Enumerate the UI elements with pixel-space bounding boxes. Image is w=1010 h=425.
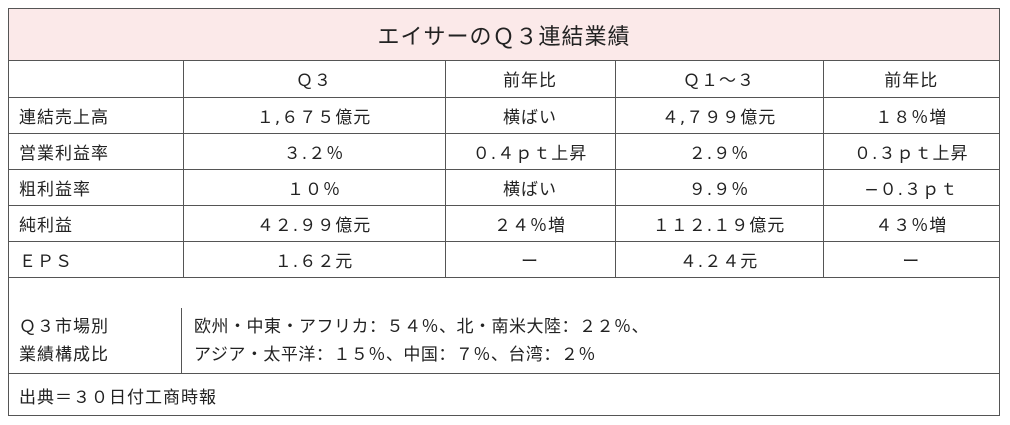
table-row: 純利益 ４２.９９億元 ２４％増 １１２.１９億元 ４３％増 — [9, 205, 999, 242]
table-row: 営業利益率 ３.２％ ０.４ｐｔ上昇 ２.９％ ０.３ｐｔ上昇 — [9, 133, 999, 170]
cell-q3-yoy: 横ばい — [444, 97, 616, 134]
cell-q1-3: １１２.１９億元 — [614, 205, 824, 242]
breakdown-line2: アジア・太平洋：１５％、中国：７％、台湾：２％ — [194, 344, 596, 365]
cell-q3: ３.２％ — [182, 133, 446, 170]
cell-q3-yoy: ０.４ｐｔ上昇 — [444, 133, 616, 170]
breakdown-label: Ｑ３市場別 業績構成比 — [9, 308, 182, 373]
source-note: 出典＝３０日付工商時報 — [19, 387, 217, 408]
cell-q3: １０％ — [182, 169, 446, 206]
breakdown-label-line2: 業績構成比 — [19, 344, 109, 365]
cell-q1-3-yoy: １８％増 — [822, 97, 999, 134]
table-row: ＥＰＳ １.６２元 ー ４.２４元 ー — [9, 241, 999, 278]
table-row: 粗利益率 １０％ 横ばい ９.９％ −０.３ｐｔ — [9, 169, 999, 206]
cell-q1-3-yoy: ４３％増 — [822, 205, 999, 242]
cell-q3: １,６７５億元 — [182, 97, 446, 134]
table-row: 連結売上高 １,６７５億元 横ばい ４,７９９億元 １８％増 — [9, 97, 999, 134]
breakdown-label-line1: Ｑ３市場別 — [19, 316, 109, 337]
market-breakdown-row: Ｑ３市場別 業績構成比 欧州・中東・アフリカ：５４％、北・南米大陸：２２％、 ア… — [9, 308, 999, 374]
header-row: Ｑ３ 前年比 Ｑ１～３ 前年比 — [9, 60, 999, 98]
header-cell-q3-yoy: 前年比 — [444, 60, 616, 98]
cell-q1-3: ２.９％ — [614, 133, 824, 170]
cell-q3-yoy: 横ばい — [444, 169, 616, 206]
header-cell-q1-3-yoy: 前年比 — [822, 60, 999, 98]
header-cell-q3: Ｑ３ — [182, 60, 446, 98]
row-label: 粗利益率 — [9, 169, 184, 206]
cell-q1-3: ４.２４元 — [614, 241, 824, 278]
results-table-frame: エイサーのＱ３連結業績 Ｑ３ 前年比 Ｑ１～３ 前年比 連結売上高 １,６７５億… — [8, 8, 1000, 416]
header-cell-blank — [9, 60, 184, 98]
header-cell-q1-3: Ｑ１～３ — [614, 60, 824, 98]
cell-q1-3-yoy: ー — [822, 241, 999, 278]
cell-q1-3-yoy: ０.３ｐｔ上昇 — [822, 133, 999, 170]
cell-q1-3-yoy: −０.３ｐｔ — [822, 169, 999, 206]
cell-q1-3: ４,７９９億元 — [614, 97, 824, 134]
breakdown-line1: 欧州・中東・アフリカ：５４％、北・南米大陸：２２％、 — [194, 316, 649, 337]
breakdown-content: 欧州・中東・アフリカ：５４％、北・南米大陸：２２％、 アジア・太平洋：１５％、中… — [194, 308, 649, 373]
cell-q3: １.６２元 — [182, 241, 446, 278]
cell-q3-yoy: ー — [444, 241, 616, 278]
row-label: ＥＰＳ — [9, 241, 184, 278]
row-label: 営業利益率 — [9, 133, 184, 170]
row-label: 連結売上高 — [9, 97, 184, 134]
cell-q3-yoy: ２４％増 — [444, 205, 616, 242]
table-title: エイサーのＱ３連結業績 — [9, 9, 999, 61]
row-label: 純利益 — [9, 205, 184, 242]
results-table: Ｑ３ 前年比 Ｑ１～３ 前年比 連結売上高 １,６７５億元 横ばい ４,７９９億… — [9, 60, 999, 278]
cell-q3: ４２.９９億元 — [182, 205, 446, 242]
cell-q1-3: ９.９％ — [614, 169, 824, 206]
